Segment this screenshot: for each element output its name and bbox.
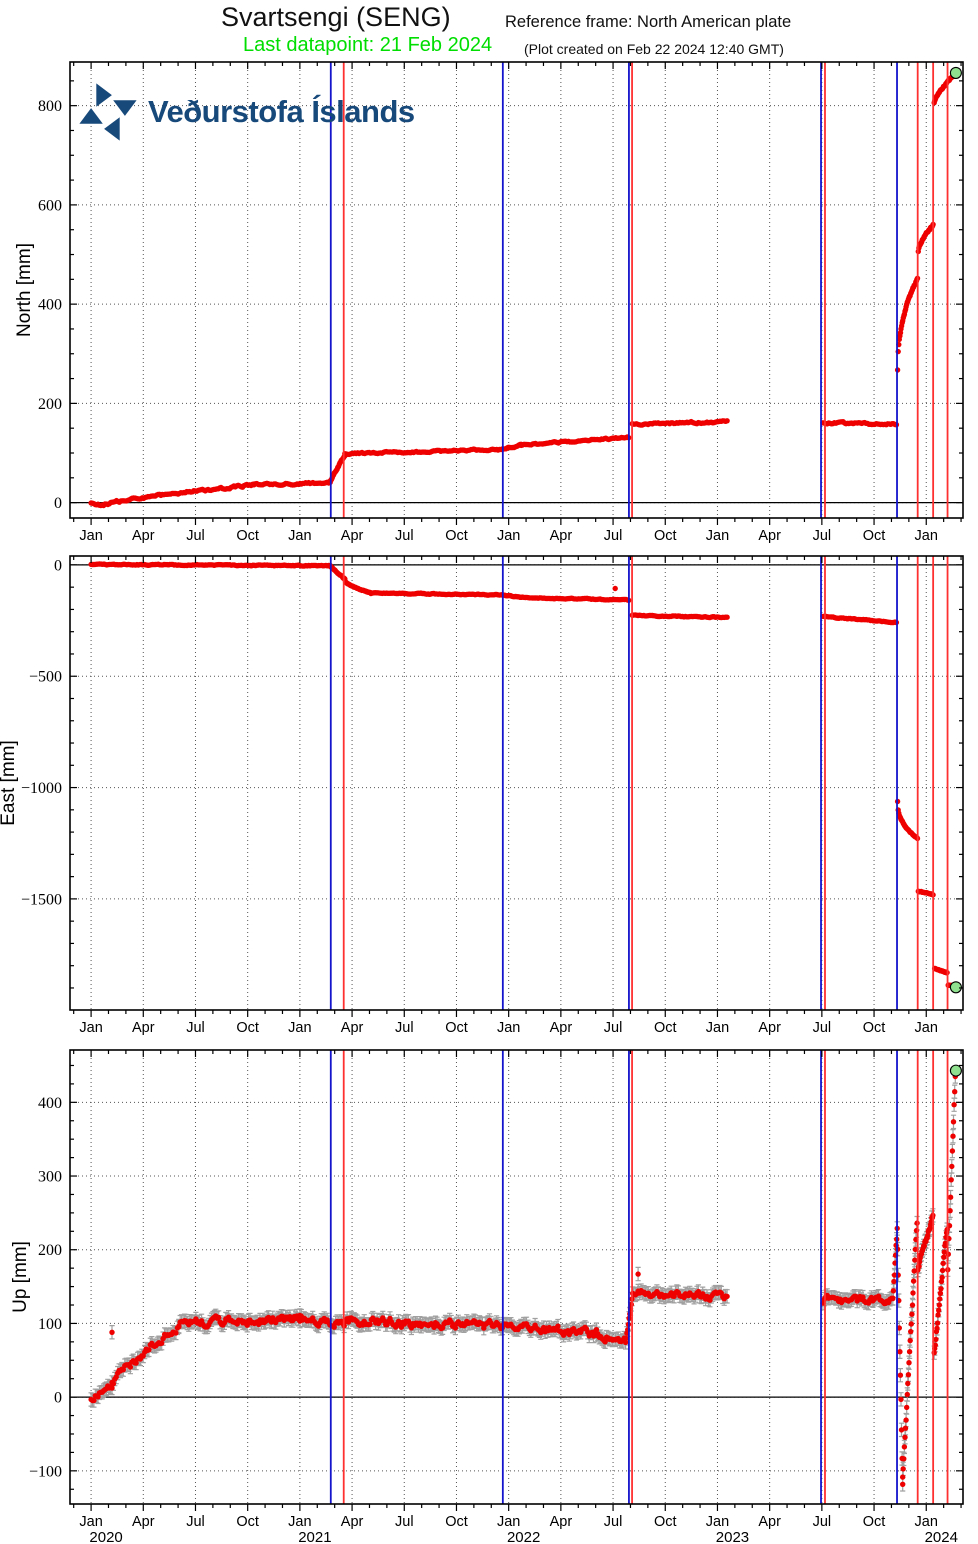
svg-text:Jan: Jan [288,528,311,544]
svg-text:Jul: Jul [395,1020,414,1036]
svg-text:Jul: Jul [604,528,623,544]
east-last-datapoint-marker [949,981,962,994]
svg-text:Apr: Apr [550,1020,573,1036]
last-datapoint-label: Last datapoint: 21 Feb 2024 [243,34,493,56]
svg-text:Apr: Apr [550,1514,573,1530]
svg-text:Jul: Jul [395,528,414,544]
reference-frame-label: Reference frame: North American plate [505,13,792,31]
svg-text:Oct: Oct [236,1020,259,1036]
year-label-2022: 2022 [507,1529,540,1544]
svg-text:Oct: Oct [654,1514,677,1530]
svg-text:−1500: −1500 [21,891,62,908]
svg-text:Jan: Jan [706,1020,729,1036]
svg-text:200: 200 [38,1242,62,1259]
east-axis-title: East [mm] [0,740,19,826]
svg-text:Oct: Oct [445,528,468,544]
svg-text:Oct: Oct [863,528,886,544]
year-label-2020: 2020 [89,1529,122,1544]
up-data-points [88,1069,958,1492]
svg-text:Jan: Jan [79,1514,102,1530]
svg-text:Jul: Jul [813,1020,832,1036]
east-data-points [88,561,958,990]
svg-text:Apr: Apr [758,528,781,544]
svg-text:Jul: Jul [186,1020,205,1036]
svg-text:Jan: Jan [497,528,520,544]
svg-text:Jul: Jul [813,1514,832,1530]
svg-text:Oct: Oct [654,528,677,544]
svg-text:Jan: Jan [497,1514,520,1530]
page-title: Svartsengi (SENG) [221,2,451,32]
svg-text:Jan: Jan [497,1020,520,1036]
up-axis-title: Up [mm] [10,1241,31,1313]
svg-text:Oct: Oct [236,1514,259,1530]
year-label-2024: 2024 [925,1529,958,1544]
svg-text:100: 100 [38,1316,62,1333]
svg-text:Oct: Oct [654,1020,677,1036]
svg-text:Apr: Apr [132,1514,155,1530]
svg-text:Jan: Jan [706,1514,729,1530]
vedurstofa-logo: Veðurstofa Íslands [76,80,415,144]
svg-text:−100: −100 [29,1463,62,1480]
north-plot: 0 200 400 600 800 Jan Apr Jul Oct Jan Apr Jul Oct Jan… [14,61,964,544]
svg-text:Jul: Jul [813,528,832,544]
north-last-datapoint-marker [949,66,962,79]
svg-text:Apr: Apr [341,1514,364,1530]
pinwheel-icon [79,83,137,141]
svg-text:−1000: −1000 [21,780,62,797]
svg-text:Jan: Jan [915,1514,938,1530]
svg-text:Oct: Oct [445,1020,468,1036]
svg-text:Jan: Jan [915,528,938,544]
svg-text:Jan: Jan [288,1514,311,1530]
svg-text:Apr: Apr [132,528,155,544]
svg-text:400: 400 [38,297,62,314]
svg-text:Jul: Jul [186,528,205,544]
up-last-datapoint-marker [949,1064,962,1077]
north-axis-title: North [mm] [14,243,35,337]
svg-text:Apr: Apr [758,1514,781,1530]
svg-text:800: 800 [38,98,62,115]
svg-text:Oct: Oct [236,528,259,544]
svg-text:Jul: Jul [395,1514,414,1530]
svg-text:−500: −500 [29,669,62,686]
svg-text:Jan: Jan [706,528,729,544]
year-label-2021: 2021 [298,1529,331,1544]
svg-text:Jan: Jan [288,1020,311,1036]
svg-text:200: 200 [38,396,62,413]
svg-text:Apr: Apr [550,528,573,544]
up-plot: −100 0 100 200 300 400 Jan Apr Jul Oct Jan Apr Jul Oc… [10,1049,964,1544]
svg-text:Oct: Oct [863,1020,886,1036]
svg-text:Apr: Apr [341,528,364,544]
svg-text:Apr: Apr [341,1020,364,1036]
svg-text:Jul: Jul [186,1514,205,1530]
svg-text:Apr: Apr [132,1020,155,1036]
svg-text:Jan: Jan [79,528,102,544]
east-plot: −1500 −1000 −500 0 Jan Apr Jul Oct Jan Apr Jul Oct J… [0,555,964,1036]
svg-text:0: 0 [54,1390,62,1407]
svg-text:Oct: Oct [445,1514,468,1530]
svg-text:Oct: Oct [863,1514,886,1530]
svg-text:600: 600 [38,197,62,214]
north-data-points [88,73,958,509]
svg-text:300: 300 [38,1169,62,1186]
logo-text: Veðurstofa Íslands [148,94,415,129]
svg-text:0: 0 [54,557,62,574]
svg-text:Jan: Jan [79,1020,102,1036]
svg-text:Jan: Jan [915,1020,938,1036]
year-label-2023: 2023 [716,1529,749,1544]
svg-text:400: 400 [38,1095,62,1112]
svg-text:0: 0 [54,495,62,512]
svg-text:Jul: Jul [604,1514,623,1530]
svg-text:Apr: Apr [758,1020,781,1036]
plot-created-label: (Plot created on Feb 22 2024 12:40 GMT) [524,41,784,57]
svg-text:Jul: Jul [604,1020,623,1036]
